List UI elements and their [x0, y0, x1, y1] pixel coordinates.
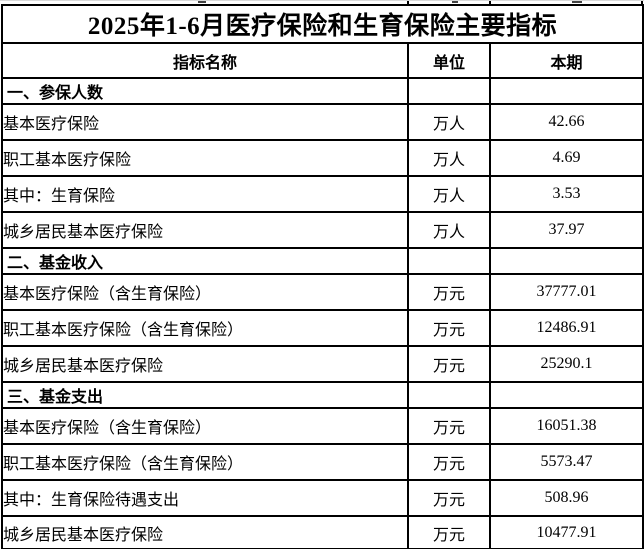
value-cell: [489, 77, 644, 105]
cropped-column-divider: [489, 1, 491, 5]
cropped-column-divider: [407, 1, 409, 5]
cropped-text-fragment: [452, 1, 458, 3]
unit-cell: [407, 381, 491, 409]
unit-cell: 万人: [407, 175, 491, 213]
table-row: 职工基本医疗保险 万人 4.69: [1, 139, 644, 177]
unit-cell: 万元: [407, 407, 491, 445]
indicator-name-cell: 其中：生育保险: [1, 175, 409, 213]
value-cell: [489, 247, 644, 275]
section-row: 二、基金收入: [1, 247, 644, 275]
indicator-name-cell: 一、参保人数: [1, 77, 409, 105]
column-header-current-period: 本期: [489, 42, 644, 79]
indicator-name-cell: 二、基金收入: [1, 247, 409, 275]
indicator-name-cell: 城乡居民基本医疗保险: [1, 345, 409, 383]
value-cell: 12486.91: [489, 309, 644, 347]
cropped-text-fragment: [198, 1, 206, 3]
table-row: 基本医疗保险 万人 42.66: [1, 103, 644, 141]
title-row: 2025年1-6月医疗保险和生育保险主要指标: [1, 4, 644, 44]
unit-cell: 万人: [407, 211, 491, 249]
indicator-name-cell: 城乡居民基本医疗保险: [1, 515, 409, 549]
value-cell: 37777.01: [489, 273, 644, 311]
value-cell: 37.97: [489, 211, 644, 249]
unit-cell: [407, 247, 491, 275]
cropped-column-divider: [641, 1, 643, 5]
table-row: 职工基本医疗保险（含生育保险） 万元 12486.91: [1, 309, 644, 347]
value-cell: 3.53: [489, 175, 644, 213]
table-row: 城乡居民基本医疗保险 万人 37.97: [1, 211, 644, 249]
unit-cell: [407, 77, 491, 105]
cropped-row-above: [0, 0, 644, 5]
unit-cell: 万元: [407, 309, 491, 347]
indicator-name-cell: 职工基本医疗保险（含生育保险）: [1, 309, 409, 347]
indicator-name-cell: 其中：生育保险待遇支出: [1, 479, 409, 517]
unit-cell: 万元: [407, 273, 491, 311]
table-row: 其中：生育保险待遇支出 万元 508.96: [1, 479, 644, 517]
value-cell: [489, 381, 644, 409]
section-row: 三、基金支出: [1, 381, 644, 409]
unit-cell: 万元: [407, 345, 491, 383]
indicator-name-cell: 基本医疗保险: [1, 103, 409, 141]
column-header-indicator-name: 指标名称: [1, 42, 409, 79]
section-row: 一、参保人数: [1, 77, 644, 105]
unit-cell: 万元: [407, 443, 491, 481]
indicator-name-cell: 三、基金支出: [1, 381, 409, 409]
unit-cell: 万人: [407, 103, 491, 141]
table-row: 城乡居民基本医疗保险 万元 25290.1: [1, 345, 644, 383]
table-row: 基本医疗保险（含生育保险） 万元 37777.01: [1, 273, 644, 311]
unit-cell: 万元: [407, 479, 491, 517]
indicator-name-cell: 职工基本医疗保险: [1, 139, 409, 177]
indicator-name-cell: 基本医疗保险（含生育保险）: [1, 407, 409, 445]
table-title: 2025年1-6月医疗保险和生育保险主要指标: [1, 4, 644, 44]
table-row: 城乡居民基本医疗保险 万元 10477.91: [1, 515, 644, 549]
unit-cell: 万人: [407, 139, 491, 177]
value-cell: 4.69: [489, 139, 644, 177]
value-cell: 5573.47: [489, 443, 644, 481]
column-header-unit: 单位: [407, 42, 491, 79]
value-cell: 10477.91: [489, 515, 644, 549]
value-cell: 25290.1: [489, 345, 644, 383]
indicator-name-cell: 职工基本医疗保险（含生育保险）: [1, 443, 409, 481]
column-header-row: 指标名称 单位 本期: [1, 42, 644, 79]
indicator-name-cell: 基本医疗保险（含生育保险）: [1, 273, 409, 311]
unit-cell: 万元: [407, 515, 491, 549]
indicator-name-cell: 城乡居民基本医疗保险: [1, 211, 409, 249]
table-row: 其中：生育保险 万人 3.53: [1, 175, 644, 213]
table-row: 职工基本医疗保险（含生育保险） 万元 5573.47: [1, 443, 644, 481]
value-cell: 42.66: [489, 103, 644, 141]
table-body: 一、参保人数 基本医疗保险 万人 42.66 职工基本医疗保险 万人 4.69 …: [1, 77, 644, 549]
cropped-text-fragment: [572, 1, 582, 3]
value-cell: 508.96: [489, 479, 644, 517]
table-row: 基本医疗保险（含生育保险） 万元 16051.38: [1, 407, 644, 445]
value-cell: 16051.38: [489, 407, 644, 445]
indicators-table: 2025年1-6月医疗保险和生育保险主要指标 指标名称 单位 本期 一、参保人数…: [1, 4, 644, 549]
